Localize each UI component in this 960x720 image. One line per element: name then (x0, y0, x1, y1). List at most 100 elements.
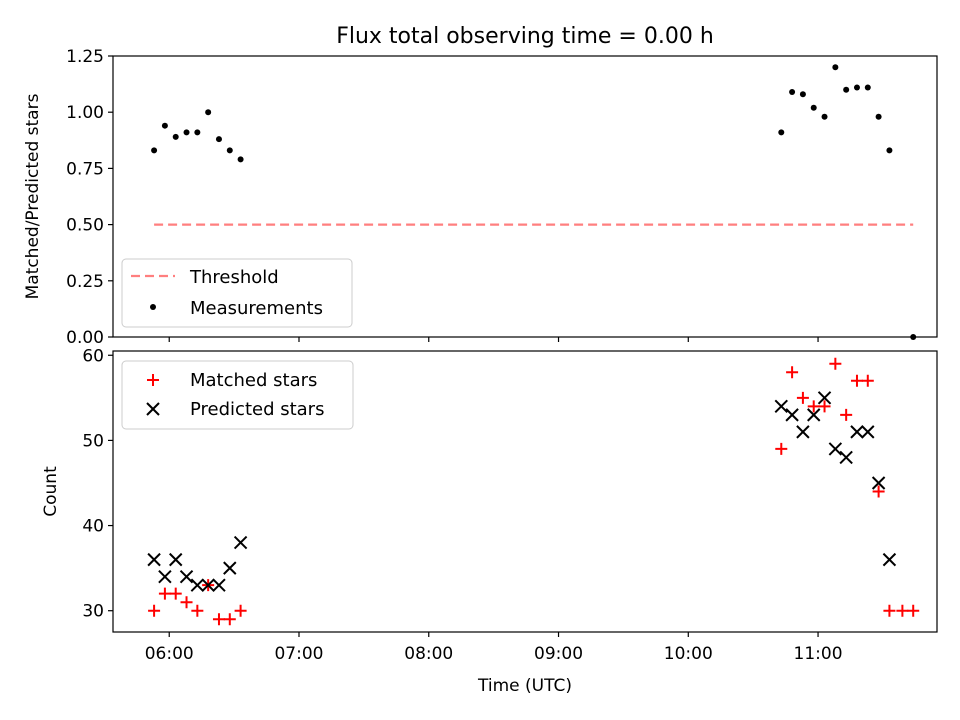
predicted-star-point (796, 425, 810, 439)
star-count-y-tick-label: 40 (82, 517, 104, 537)
predicted-star-point (828, 442, 843, 456)
legend-frame (121, 258, 353, 328)
matched-star-point (191, 604, 204, 617)
time-tick-label: 06:00 (145, 644, 194, 664)
matched-star-point (850, 374, 863, 387)
measurement-point (810, 104, 817, 111)
flux-ratio-y-tick-label: 1.00 (66, 103, 104, 123)
matched-star-point (840, 408, 853, 421)
time-tick-label: 09:00 (534, 644, 583, 664)
measurement-point (183, 129, 190, 136)
predicted-star-point (190, 578, 205, 592)
matched-star-point (786, 366, 799, 379)
matched-star-point (212, 613, 225, 626)
legend-measurements-label: Measurements (190, 298, 323, 319)
measurement-point (151, 147, 158, 154)
predicted-star-point (882, 552, 897, 567)
star-count-legend: Matched stars Predicted stars (121, 360, 354, 430)
matched-star-point (180, 596, 193, 609)
matched-star-point (861, 374, 874, 387)
matched-star-point (883, 604, 896, 617)
matched-star-point (907, 604, 920, 617)
star-count-y-tick-label: 50 (82, 431, 104, 451)
predicted-star-point (233, 535, 248, 550)
predicted-star-point (861, 425, 875, 439)
star-count-x-axis: 06:00 07:00 08:00 09:00 10:00 11:00 (145, 632, 843, 664)
measurement-point (194, 129, 201, 136)
matched-star-point (234, 604, 247, 617)
measurement-point (778, 129, 785, 136)
predicted-star-point (774, 399, 788, 414)
star-count-y-axis: 30 40 50 60 (82, 346, 113, 622)
matched-star-point (796, 391, 809, 404)
legend-matched-swatch (147, 374, 159, 386)
predicted-star-point (839, 450, 853, 465)
matched-star-point (829, 357, 842, 370)
predicted-star-point (817, 391, 832, 405)
predicted-star-point (158, 569, 172, 584)
measurement-point (161, 122, 168, 129)
legend-matched-label: Matched stars (190, 370, 317, 391)
matched-star-point (148, 604, 161, 617)
predicted-star-point (169, 552, 183, 567)
measurement-point (875, 113, 882, 120)
star-count-marks (147, 357, 920, 626)
flux-ratio-x-axis (168, 337, 819, 342)
flux-ratio-y-tick-label: 0.00 (66, 328, 104, 348)
legend-predicted-swatch (146, 402, 160, 416)
flux-ratio-y-label: Matched/Predicted stars (23, 93, 43, 299)
measurement-point (789, 88, 796, 95)
flux-ratio-legend: Threshold Measurements (121, 258, 353, 328)
predicted-star-point (147, 552, 161, 567)
matched-star-point (158, 587, 171, 600)
measurement-point (853, 84, 860, 91)
predicted-star-point (179, 569, 194, 584)
legend-measurements-swatch (150, 304, 156, 310)
measurement-point (821, 113, 828, 120)
measurement-point (910, 334, 917, 340)
predicted-star-point (212, 578, 226, 592)
time-tick-label: 10:00 (664, 644, 713, 664)
measurement-point (886, 147, 893, 154)
measurement-point (843, 86, 850, 93)
time-tick-label: 08:00 (404, 644, 453, 664)
matched-star-point (807, 400, 820, 413)
predicted-star-point (201, 578, 215, 592)
star-count-y-label: Count (41, 466, 61, 517)
time-tick-label: 07:00 (274, 644, 323, 664)
predicted-star-point (807, 408, 821, 422)
measurement-point (215, 136, 222, 143)
matched-star-point (896, 604, 909, 617)
flux-ratio-y-tick-label: 0.25 (66, 272, 104, 292)
star-count-y-tick-label: 30 (82, 602, 104, 622)
flux-ratio-y-tick-label: 0.75 (66, 159, 104, 179)
measurement-point (226, 147, 233, 154)
legend-frame (121, 360, 354, 430)
measurement-point (205, 109, 212, 116)
star-count-y-tick-label: 60 (82, 346, 104, 366)
time-tick-label: 11:00 (794, 644, 843, 664)
matched-star-point (775, 442, 788, 455)
matched-star-point (818, 400, 831, 413)
flux-ratio-y-axis: 0.00 0.25 0.50 0.75 1.00 1.25 (66, 47, 113, 348)
chart-title: Flux total observing time = 0.00 h (336, 24, 714, 49)
measurement-point (172, 133, 179, 140)
flux-ratio-y-tick-label: 0.50 (66, 216, 104, 236)
matched-star-point (223, 613, 236, 626)
flux-ratio-marks (151, 64, 917, 340)
matched-star-point (872, 485, 885, 498)
legend-predicted-label: Predicted stars (190, 399, 324, 420)
predicted-star-point (785, 408, 799, 422)
legend-threshold-label: Threshold (189, 267, 279, 288)
predicted-star-point (871, 476, 886, 490)
measurement-point (237, 156, 244, 163)
time-x-label: Time (UTC) (477, 676, 572, 696)
measurement-point (799, 91, 806, 98)
flux-ratio-panel: 0.00 0.25 0.50 0.75 1.00 1.25 Matched/Predict… (23, 47, 938, 348)
matched-star-point (169, 587, 182, 600)
measurement-point (864, 84, 871, 91)
measurement-point (832, 64, 839, 71)
predicted-star-point (223, 561, 237, 575)
